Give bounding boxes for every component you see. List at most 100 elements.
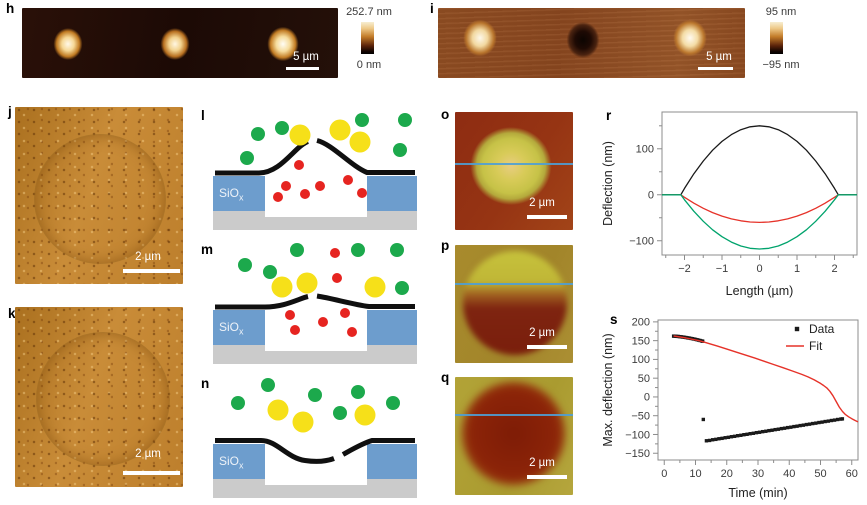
legend-label: Data	[809, 322, 835, 336]
schematic-svg-m	[213, 243, 417, 364]
green-molecule	[290, 243, 304, 257]
scalebar-label-k: 2 µm	[135, 448, 161, 460]
colorbar-h-max: 252.7 nm	[346, 6, 392, 18]
green-molecule	[231, 396, 245, 410]
schematic-bulged-membrane: SiOx	[205, 106, 425, 236]
red-molecule	[357, 188, 367, 198]
oxide-label-m: SiOx	[219, 320, 244, 337]
membrane-blob-p	[463, 251, 567, 355]
panel-label-k: k	[8, 306, 16, 321]
red-molecule	[340, 308, 350, 318]
scan-line-p	[455, 283, 573, 285]
membrane	[215, 294, 309, 310]
schematic-svg-n	[213, 378, 417, 498]
membrane	[316, 138, 415, 175]
y-tick-label: −100	[629, 236, 654, 248]
scalebar-label-q: 2 µm	[529, 457, 555, 469]
oxide-label-n: SiOx	[219, 454, 244, 471]
oxide-block-right	[367, 444, 417, 479]
scalebar-j	[123, 269, 180, 273]
panel-label-l: l	[201, 108, 205, 123]
scalebar-label-p: 2 µm	[529, 327, 555, 339]
x-tick-label: 1	[794, 263, 800, 275]
membrane	[215, 438, 335, 464]
x-tick-label: 10	[689, 468, 701, 480]
legend-marker-square	[794, 326, 800, 332]
red-molecule	[294, 160, 304, 170]
red-molecule	[332, 273, 342, 283]
colorbar-i	[770, 22, 783, 54]
green-molecule	[251, 127, 265, 141]
yellow-molecule	[292, 411, 314, 433]
x-tick-label: 50	[814, 468, 826, 480]
x-axis-label: Time (min)	[728, 486, 787, 500]
series-red	[662, 194, 857, 224]
afm-image-q: 2 µm	[455, 377, 573, 495]
green-molecule	[398, 113, 412, 127]
y-tick-label: 100	[636, 144, 654, 156]
red-molecule	[281, 181, 291, 191]
y-tick-label: 0	[648, 190, 654, 202]
colorbar-i-max: 95 nm	[765, 6, 797, 18]
scalebar-i	[698, 67, 733, 70]
x-tick-label: 30	[752, 468, 764, 480]
colorbar-i-min: −95 nm	[762, 59, 800, 71]
plot-frame	[661, 111, 858, 256]
y-axis-label: Max. deflection (nm)	[601, 333, 615, 446]
green-molecule	[386, 396, 400, 410]
y-tick-label: 100	[632, 354, 650, 366]
green-molecule	[395, 281, 409, 295]
scan-line-o	[455, 163, 573, 165]
scalebar-h	[286, 67, 319, 70]
y-tick-label: −150	[625, 448, 650, 460]
panel-label-n: n	[201, 376, 210, 391]
yellow-molecule	[289, 124, 311, 146]
colorbar-h	[361, 22, 374, 54]
deflection-profile-chart: −2 −1 0 1 2 −100 0 100 Length (µm) Deflection (nm…	[600, 103, 867, 303]
yellow-molecule	[364, 276, 386, 298]
y-tick-label: 150	[632, 335, 650, 347]
schematic-svg-l	[213, 113, 417, 230]
red-molecule	[273, 192, 283, 202]
y-axis-label: Deflection (nm)	[601, 141, 615, 226]
x-tick-label: −2	[678, 263, 691, 275]
y-tick-label: 0	[644, 392, 650, 404]
x-tick-label: −1	[716, 263, 729, 275]
y-tick-label: −50	[631, 411, 650, 423]
yellow-molecule	[329, 119, 351, 141]
membrane-blob-q	[462, 382, 565, 485]
panel-label-i: i	[430, 1, 434, 16]
schematic-collapsed-membrane: SiOx	[205, 374, 425, 504]
x-axis-label: Length (µm)	[726, 284, 794, 298]
green-molecule	[308, 388, 322, 402]
scalebar-label-i: 5 µm	[706, 51, 732, 63]
oxide-block-right	[367, 176, 417, 211]
panel-label-q: q	[441, 370, 450, 385]
oxide-block-left	[213, 176, 265, 211]
y-tick-label: −100	[625, 429, 650, 441]
oxide-block-right	[367, 310, 417, 345]
oxide-label-l: SiOx	[219, 186, 244, 203]
green-molecule	[390, 243, 404, 257]
max-deflection-time-chart: 0 10 20 30 40 50 60 −150 −100 −50 0 50 100 150 200 Time…	[600, 306, 867, 505]
scalebar-o	[527, 215, 567, 219]
membrane	[215, 139, 310, 176]
yellow-molecule	[271, 276, 293, 298]
series-green	[662, 194, 857, 250]
x-tick-label: 2	[831, 263, 837, 275]
chart-svg-r: −2 −1 0 1 2 −100 0 100 Length (µm) Deflection (nm…	[601, 111, 858, 298]
colorbar-h-min: 0 nm	[356, 59, 382, 71]
scalebar-k	[123, 471, 180, 475]
green-molecule	[238, 258, 252, 272]
scalebar-label-h: 5 µm	[293, 51, 319, 63]
red-molecule	[347, 327, 357, 337]
chart-svg-s: 0 10 20 30 40 50 60 −150 −100 −50 0 50 100 150 200 Time…	[601, 317, 859, 500]
green-molecule	[263, 265, 277, 279]
x-tick-label: 0	[661, 468, 667, 480]
red-molecule	[318, 317, 328, 327]
panel-label-h: h	[6, 1, 15, 16]
x-tick-label: 0	[756, 263, 762, 275]
membrane-circle-k	[37, 333, 169, 465]
scalebar-label-j: 2 µm	[135, 251, 161, 263]
yellow-molecule	[267, 399, 289, 421]
